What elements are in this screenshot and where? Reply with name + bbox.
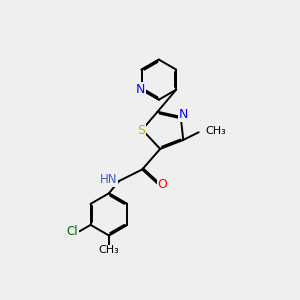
Text: N: N [179,108,188,121]
Text: Cl: Cl [67,225,78,238]
Text: HN: HN [100,173,117,186]
Text: S: S [137,124,145,137]
Text: N: N [136,83,145,96]
Text: O: O [157,178,167,190]
Text: CH₃: CH₃ [98,245,119,255]
Text: CH₃: CH₃ [206,126,226,136]
